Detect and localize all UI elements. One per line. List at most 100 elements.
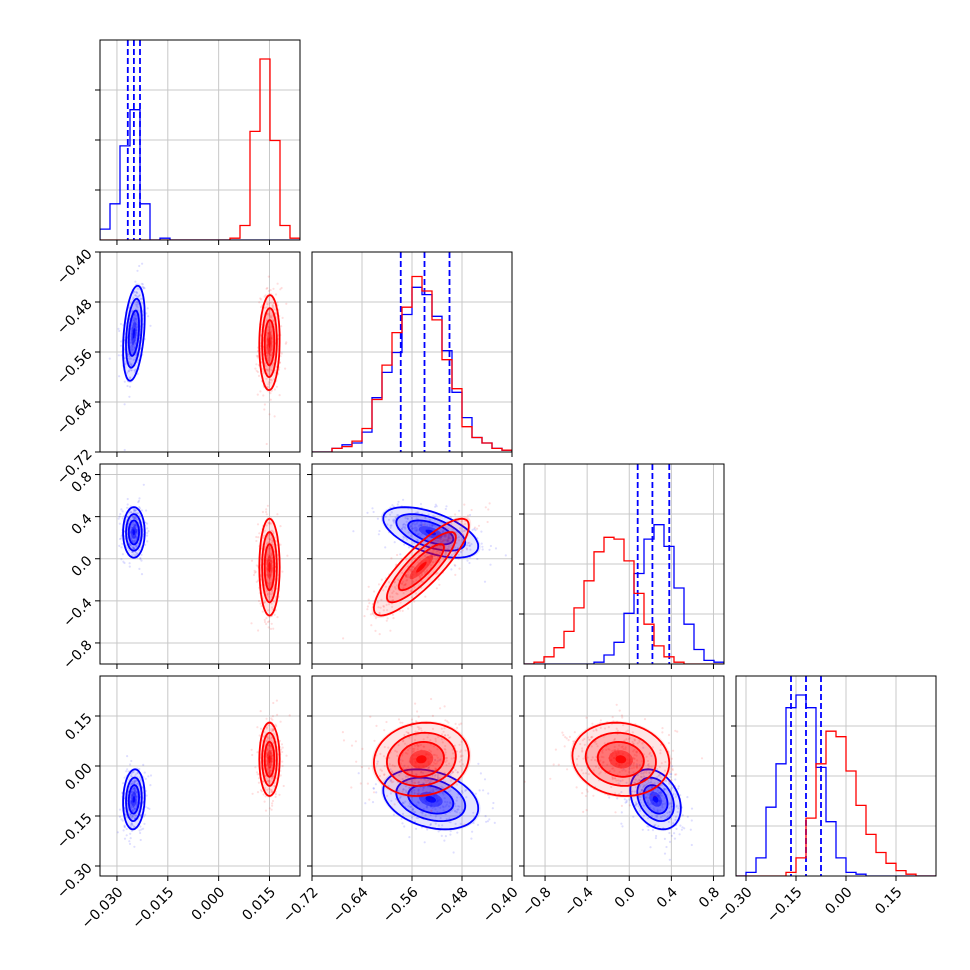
scatter-point (602, 760, 605, 764)
scatter-point (635, 802, 638, 806)
scatter-point (431, 727, 435, 731)
panel-content (341, 697, 496, 854)
scatter-point (120, 535, 123, 538)
scatter-point (139, 825, 142, 828)
scatter-point (437, 787, 440, 790)
scatter-point (131, 539, 134, 543)
scatter-point (268, 368, 271, 371)
scatter-point (462, 524, 465, 527)
scatter-point (449, 789, 452, 792)
scatter-point (401, 759, 404, 762)
scatter-point (591, 735, 594, 738)
scatter-point (447, 537, 450, 540)
scatter-point (468, 541, 471, 544)
scatter-point (433, 546, 436, 550)
scatter-point (413, 791, 416, 795)
scatter-point (643, 785, 646, 788)
scatter-point (430, 697, 433, 701)
scatter-point (118, 808, 122, 811)
scatter-point (643, 783, 646, 786)
scatter-point (133, 816, 137, 819)
scatter-point (256, 726, 259, 729)
scatter-point (133, 316, 136, 320)
scatter-point (658, 799, 662, 802)
scatter-point (649, 806, 652, 809)
scatter-point (270, 789, 273, 792)
scatter-point (123, 825, 126, 828)
scatter-point (449, 802, 452, 805)
contour-line (258, 517, 281, 617)
scatter-point (132, 358, 135, 361)
scatter-point (256, 751, 259, 754)
scatter-point (628, 771, 631, 774)
scatter-point (269, 378, 272, 381)
scatter-point (614, 792, 617, 795)
grid-lines (100, 464, 300, 664)
scatter-point (269, 593, 272, 596)
scatter-point (414, 811, 417, 814)
scatter-point (392, 590, 395, 593)
scatter-point (269, 581, 272, 585)
scatter-point (633, 738, 636, 741)
scatter-point (146, 540, 149, 543)
scatter-point (137, 512, 140, 515)
scatter-point (445, 552, 448, 555)
scatter-point (468, 513, 472, 517)
x-tick-label: 0.000 (189, 884, 229, 924)
scatter-point (133, 516, 136, 520)
scatter-point (138, 829, 141, 832)
scatter-point (441, 786, 444, 790)
x-tick-label: −0.30 (714, 884, 756, 926)
scatter-point (628, 798, 631, 801)
scatter-point (269, 585, 272, 589)
scatter-point (123, 824, 126, 827)
scatter-point (448, 817, 451, 820)
scatter-point (411, 527, 414, 530)
scatter-point (130, 823, 133, 826)
contour-line (261, 307, 278, 379)
scatter-point (670, 779, 673, 782)
scatter-point (435, 797, 439, 800)
scatter-point (611, 749, 614, 753)
scatter-point (402, 740, 405, 743)
scatter-point (143, 287, 146, 290)
x-tick-label: −0.40 (480, 884, 522, 926)
scatter-point (128, 562, 131, 565)
scatter-point (128, 376, 132, 379)
scatter-point (413, 778, 417, 781)
scatter-point (446, 540, 449, 543)
scatter-point (658, 793, 662, 796)
scatter-point (429, 805, 433, 808)
scatter-point (455, 799, 458, 802)
scatter-point (614, 811, 617, 814)
panel-3-1: −0.72 −0.64 −0.56 −0.48 −0.40 (280, 675, 522, 926)
scatter-point (419, 727, 423, 730)
scatter-point (468, 561, 471, 565)
scatter-point (267, 329, 270, 332)
scatter-point (454, 822, 457, 826)
scatter-point (599, 719, 603, 722)
scatter-point (266, 573, 269, 577)
scatter-point (602, 756, 605, 759)
scatter-point (410, 575, 413, 578)
scatter-point (134, 528, 137, 531)
scatter-point (134, 530, 137, 533)
scatter-point (653, 795, 656, 798)
scatter-point (265, 348, 268, 351)
scatter-point (120, 354, 123, 357)
scatter-point (400, 817, 403, 820)
scatter-point (266, 753, 269, 756)
scatter-point (137, 294, 141, 297)
scatter-point (128, 306, 131, 309)
scatter-point (268, 325, 271, 328)
scatter-point (463, 823, 466, 826)
scatter-point (132, 516, 135, 519)
scatter-point (281, 316, 284, 319)
scatter-point (447, 536, 450, 539)
scatter-point (269, 353, 272, 356)
scatter-point (430, 804, 433, 807)
scatter-point (647, 828, 650, 832)
scatter-point (668, 779, 671, 782)
scatter-point (429, 813, 432, 817)
scatter-point (607, 726, 610, 729)
